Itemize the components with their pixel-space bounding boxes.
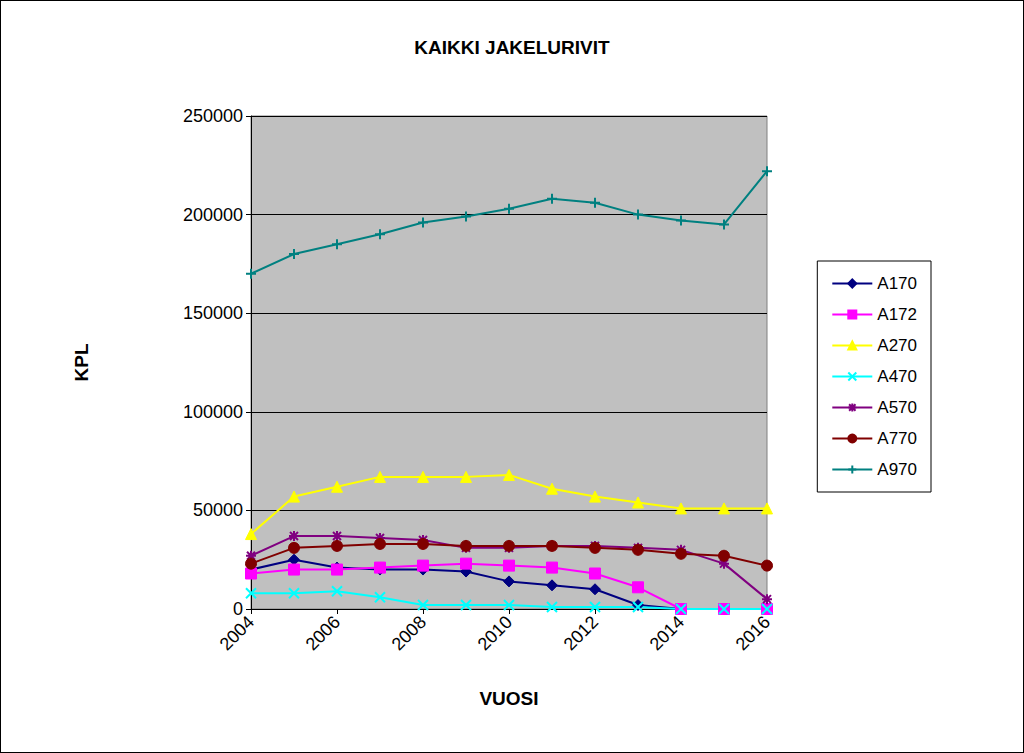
svg-text:250000: 250000 <box>183 106 243 126</box>
svg-text:2006: 2006 <box>302 612 344 654</box>
svg-text:2014: 2014 <box>646 612 688 654</box>
svg-text:2016: 2016 <box>732 612 774 654</box>
svg-text:KAIKKI JAKELURIVIT: KAIKKI JAKELURIVIT <box>414 37 610 58</box>
svg-text:200000: 200000 <box>183 205 243 225</box>
svg-text:150000: 150000 <box>183 303 243 323</box>
svg-text:2004: 2004 <box>216 612 258 654</box>
svg-text:50000: 50000 <box>193 500 243 520</box>
svg-text:A172: A172 <box>877 305 917 324</box>
svg-text:2008: 2008 <box>388 612 430 654</box>
svg-text:KPL: KPL <box>71 343 92 381</box>
svg-text:A170: A170 <box>877 274 917 293</box>
svg-text:A270: A270 <box>877 336 917 355</box>
svg-text:A470: A470 <box>877 367 917 386</box>
svg-text:100000: 100000 <box>183 402 243 422</box>
svg-text:A770: A770 <box>877 429 917 448</box>
svg-text:VUOSI: VUOSI <box>479 688 538 709</box>
svg-text:0: 0 <box>233 599 243 619</box>
svg-text:2010: 2010 <box>474 612 516 654</box>
svg-text:2012: 2012 <box>560 612 602 654</box>
svg-text:A570: A570 <box>877 398 917 417</box>
svg-text:A970: A970 <box>877 460 917 479</box>
